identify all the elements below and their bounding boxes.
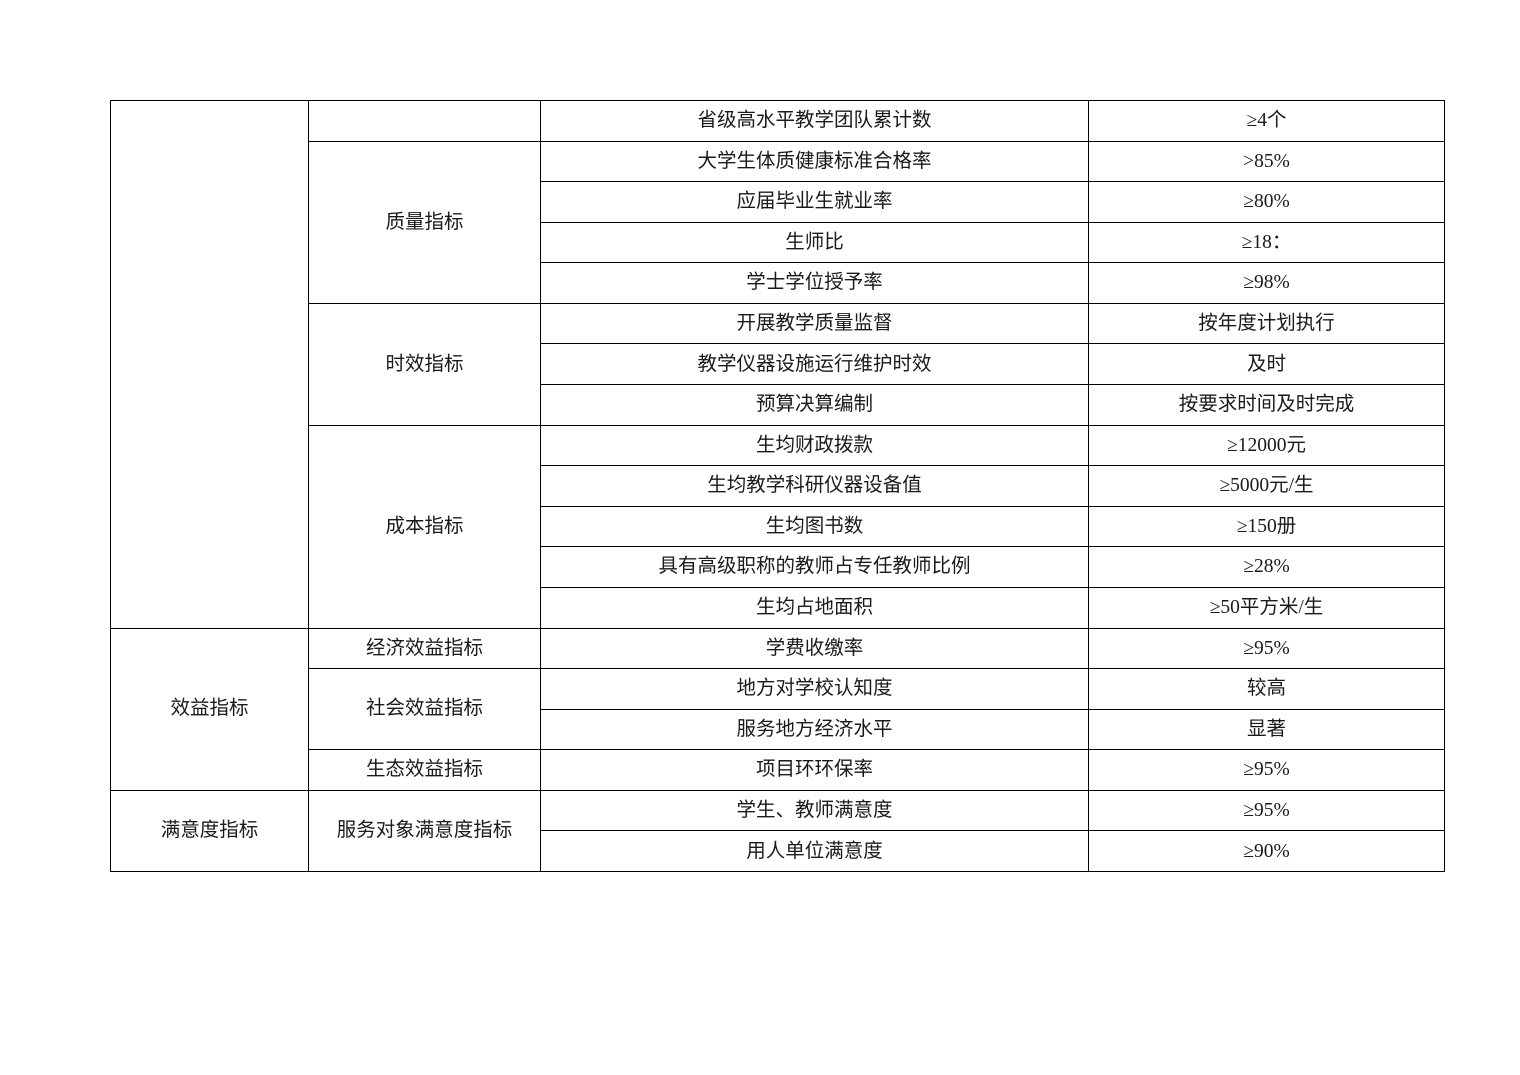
target-value-cell: 显著 (1088, 708, 1445, 751)
subcategory-cell: 社会效益指标 (308, 668, 541, 751)
subcategory-cell (308, 100, 541, 142)
indicator-cell: 服务地方经济水平 (540, 708, 1089, 751)
indicator-cell: 生均教学科研仪器设备值 (540, 465, 1089, 507)
target-value-cell: ≥90% (1088, 830, 1445, 872)
target-value-cell: ≥50平方米/生 (1088, 586, 1445, 629)
target-value-cell: ≥28% (1088, 546, 1445, 588)
table-row: 生均教学科研仪器设备值 ≥5000元/生 (111, 465, 1445, 507)
target-value-cell: ≥18： (1088, 221, 1445, 264)
subcategory-cell: 经济效益指标 (308, 627, 541, 670)
target-value-cell: ≥98% (1088, 262, 1445, 304)
target-value-cell: ≥95% (1088, 789, 1445, 832)
category-cell: 效益指标 (110, 627, 309, 791)
target-value-cell: 较高 (1088, 668, 1445, 710)
table-row: 省级高水平教学团队累计数 ≥4个 (110, 100, 1445, 629)
indicator-cell: 学生、教师满意度 (540, 789, 1089, 832)
indicator-cell: 省级高水平教学团队累计数 (540, 100, 1089, 142)
indicator-cell: 学费收缴率 (540, 627, 1089, 670)
table-row: 具有高级职称的教师占专任教师比例 ≥28% (111, 546, 1445, 588)
target-value-cell: 及时 (1088, 343, 1445, 386)
table-row: 应届毕业生就业率 ≥80% (111, 181, 1445, 223)
subcategory-cell: 时效指标 (308, 302, 541, 426)
indicator-cell: 生均占地面积 (540, 586, 1089, 629)
subcategory-cell: 质量指标 (308, 140, 541, 304)
category-cell (110, 100, 309, 629)
target-value-cell: ≥95% (1088, 749, 1445, 791)
subcategory-cell: 服务对象满意度指标 (308, 789, 541, 872)
indicator-cell: 学士学位授予率 (540, 262, 1089, 304)
indicator-cell: 项目环环保率 (540, 749, 1089, 791)
table-row: 成本指标 生均财政拨款 ≥12000元 (111, 424, 1445, 629)
table-row: 满意度指标 服务对象满意度指标 学生、教师满意度 ≥95% (110, 789, 1445, 872)
target-value-cell: ≥4个 (1088, 100, 1445, 142)
table-row: 生均图书数 ≥150册 (111, 505, 1445, 548)
indicator-cell: 用人单位满意度 (540, 830, 1089, 872)
target-value-cell: ≥80% (1088, 181, 1445, 223)
indicator-cell: 生均财政拨款 (540, 424, 1089, 467)
subcategory-cell: 生态效益指标 (308, 749, 541, 791)
target-value-cell: 按要求时间及时完成 (1088, 384, 1445, 426)
target-value-cell: 按年度计划执行 (1088, 302, 1445, 345)
table-row: 生态效益指标 项目环环保率 ≥95% (111, 749, 1445, 791)
indicator-cell: 应届毕业生就业率 (540, 181, 1089, 223)
indicator-cell: 开展教学质量监督 (540, 302, 1089, 345)
target-value-cell: ≥150册 (1088, 505, 1445, 548)
table-row: 预算决算编制 按要求时间及时完成 (111, 384, 1445, 426)
indicator-cell: 生师比 (540, 221, 1089, 264)
indicator-cell: 具有高级职称的教师占专任教师比例 (540, 546, 1089, 588)
table-row: 效益指标 经济效益指标 学费收缴率 ≥95% (110, 627, 1445, 791)
table-row: 服务地方经济水平 显著 (111, 708, 1445, 751)
subcategory-cell: 成本指标 (308, 424, 541, 629)
table-row: 时效指标 开展教学质量监督 按年度计划执行 (111, 302, 1445, 426)
table-row: 质量指标 大学生体质健康标准合格率 >85% (111, 140, 1445, 304)
indicator-cell: 大学生体质健康标准合格率 (540, 140, 1089, 183)
target-value-cell: ≥5000元/生 (1088, 465, 1445, 507)
target-value-cell: >85% (1088, 140, 1445, 183)
table-body: 省级高水平教学团队累计数 ≥4个 质量指标 大学生体质健康标准合格率 >85% 应届毕业生… (110, 100, 1445, 872)
table-row: 学士学位授予率 ≥98% (111, 262, 1445, 304)
indicator-cell: 生均图书数 (540, 505, 1089, 548)
table-row: 教学仪器设施运行维护时效 及时 (111, 343, 1445, 386)
table-row: 用人单位满意度 ≥90% (111, 830, 1445, 872)
indicator-cell: 预算决算编制 (540, 384, 1089, 426)
indicator-cell: 教学仪器设施运行维护时效 (540, 343, 1089, 386)
target-value-cell: ≥12000元 (1088, 424, 1445, 467)
indicator-cell: 地方对学校认知度 (540, 668, 1089, 710)
target-value-cell: ≥95% (1088, 627, 1445, 670)
performance-indicator-table: 省级高水平教学团队累计数 ≥4个 质量指标 大学生体质健康标准合格率 >85% 应届毕业生… (110, 100, 1445, 872)
category-cell: 满意度指标 (110, 789, 309, 872)
table-row: 社会效益指标 地方对学校认知度 较高 (111, 668, 1445, 751)
